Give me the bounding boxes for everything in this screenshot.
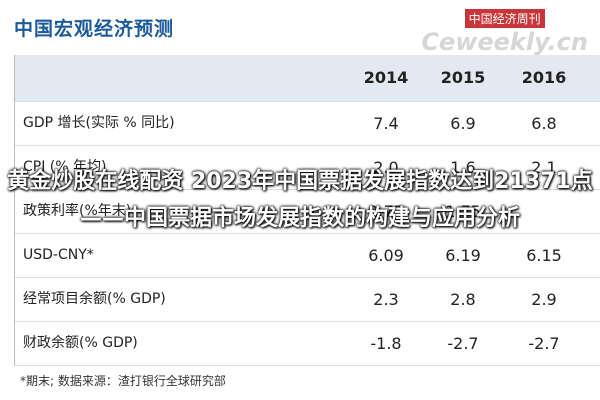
cell: 7.4 bbox=[373, 114, 399, 133]
table-row: 财政余额(% GDP) -1.8 -2.7 -2.7 bbox=[15, 322, 600, 366]
watermark: 中国经济周刊 Ceweekly.cn bbox=[421, 8, 588, 56]
cell: 2.3 bbox=[373, 290, 399, 309]
watermark-en: Ceweekly.cn bbox=[421, 28, 588, 56]
column-header: 2016 bbox=[521, 68, 567, 87]
cell: 2.75 bbox=[368, 202, 404, 221]
cell: 6.19 bbox=[445, 246, 481, 265]
row-label: USD-CNY* bbox=[23, 247, 94, 263]
row-label: 政策利率(%年末) bbox=[23, 203, 132, 219]
cell: 2.8 bbox=[450, 290, 476, 309]
cell: -2.7 bbox=[447, 334, 479, 353]
watermark-cn: 中国经济周刊 bbox=[464, 9, 545, 28]
title: 中国宏观经济预测 bbox=[14, 18, 175, 40]
row-label: GDP 增长(实际 % 同比) bbox=[23, 115, 175, 131]
row-label: 经常项目余额(% GDP) bbox=[23, 291, 166, 307]
cell: -2.7 bbox=[528, 334, 560, 353]
column-header: 2014 bbox=[363, 68, 409, 87]
cell: 1.6 bbox=[450, 158, 476, 177]
cell: 6.9 bbox=[450, 114, 476, 133]
table-row: CPI (% 年均) 2.0 1.6 2.1 bbox=[15, 146, 600, 190]
table: 2014 2015 2016 GDP 增长(实际 % 同比) 7.4 6.9 6.8 C… bbox=[14, 55, 600, 366]
overlay-headline: 黄金炒股在线配资 2023年中国票据发展指数达到21371点——中国票据市场发展… bbox=[7, 169, 593, 231]
row-label: CPI (% 年均) bbox=[23, 159, 107, 175]
table-row: USD-CNY* 6.09 6.19 6.15 bbox=[15, 234, 600, 278]
header-row: 2014 2015 2016 bbox=[15, 55, 600, 102]
cell: 6.15 bbox=[526, 246, 562, 265]
cell: 2.9 bbox=[531, 290, 557, 309]
cell: 2.0 bbox=[373, 158, 399, 177]
footnote: *期末; 数据来源：渣打银行全球研究部 bbox=[20, 374, 226, 388]
row-label: 财政余额(% GDP) bbox=[23, 335, 138, 351]
cell: 6.09 bbox=[368, 246, 404, 265]
table-row: 经常项目余额(% GDP) 2.3 2.8 2.9 bbox=[15, 278, 600, 322]
column-header: 2015 bbox=[440, 68, 486, 87]
cell: 2.1 bbox=[531, 158, 557, 177]
table-row: 政策利率(%年末) 2.75 1.75 bbox=[15, 190, 600, 234]
cell: 1.75 bbox=[445, 202, 481, 221]
table-row: GDP 增长(实际 % 同比) 7.4 6.9 6.8 bbox=[15, 102, 600, 146]
cell: -1.8 bbox=[370, 334, 402, 353]
cell: 6.8 bbox=[531, 114, 557, 133]
